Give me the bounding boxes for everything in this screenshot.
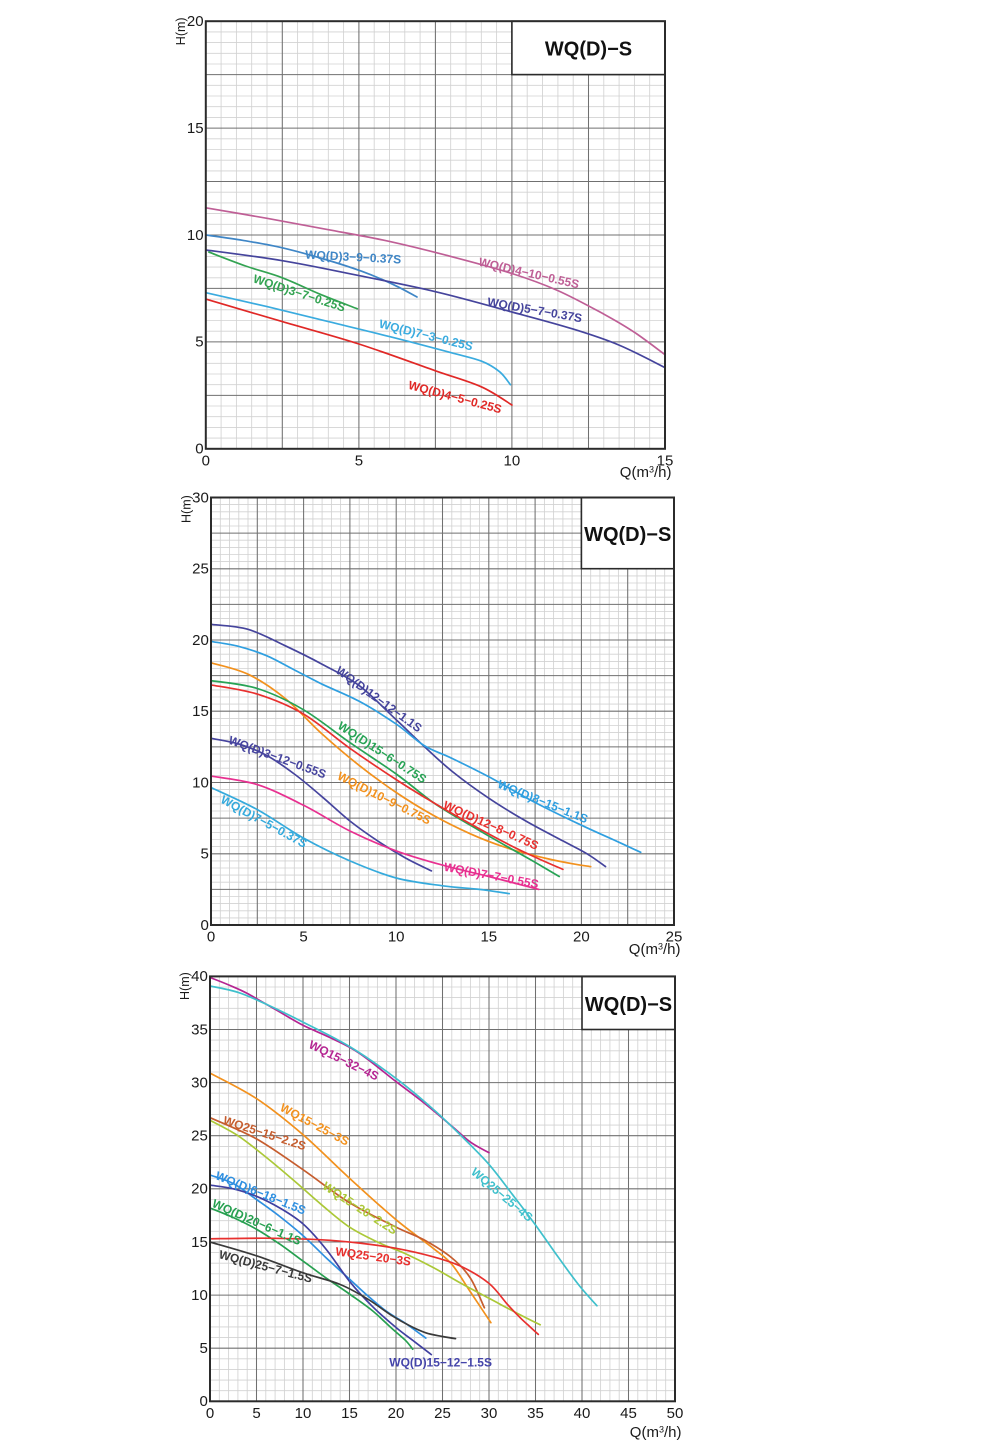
svg-text:30: 30 (481, 1405, 498, 1422)
svg-text:Q(m3/h): Q(m3/h) (629, 941, 681, 958)
svg-text:30: 30 (191, 1074, 208, 1091)
svg-text:H(m): H(m) (178, 972, 192, 1000)
svg-text:15: 15 (191, 1234, 208, 1251)
svg-text:H(m): H(m) (179, 495, 193, 523)
svg-text:15: 15 (657, 453, 674, 470)
svg-text:0: 0 (200, 917, 208, 934)
svg-text:10: 10 (191, 1287, 208, 1304)
svg-text:20: 20 (191, 1181, 208, 1198)
svg-text:0: 0 (202, 453, 210, 470)
svg-text:WQ(D)3−9−0.37S: WQ(D)3−9−0.37S (305, 248, 402, 267)
svg-text:45: 45 (620, 1405, 637, 1422)
svg-text:H(m): H(m) (174, 17, 188, 45)
svg-text:Q(m3/h): Q(m3/h) (620, 464, 672, 481)
svg-text:20: 20 (388, 1405, 405, 1422)
svg-text:25: 25 (191, 1128, 208, 1145)
svg-text:5: 5 (252, 1405, 260, 1422)
svg-text:10: 10 (388, 929, 405, 946)
svg-text:WQ(D)−S: WQ(D)−S (545, 39, 632, 61)
svg-text:15: 15 (341, 1405, 358, 1422)
svg-text:15: 15 (480, 929, 497, 946)
svg-text:25: 25 (192, 561, 209, 578)
svg-text:20: 20 (187, 13, 204, 30)
svg-text:0: 0 (206, 1405, 214, 1422)
svg-text:WQ(D)15−12−1.5S: WQ(D)15−12−1.5S (389, 1356, 492, 1370)
svg-text:10: 10 (187, 227, 204, 244)
svg-text:15: 15 (187, 120, 204, 137)
svg-text:5: 5 (195, 334, 203, 351)
svg-text:5: 5 (355, 453, 363, 470)
svg-text:20: 20 (573, 929, 590, 946)
svg-text:20: 20 (192, 632, 209, 649)
svg-text:15: 15 (192, 703, 209, 720)
svg-text:10: 10 (295, 1405, 312, 1422)
svg-text:0: 0 (199, 1393, 207, 1410)
svg-text:40: 40 (191, 968, 208, 985)
svg-text:50: 50 (667, 1405, 684, 1422)
svg-text:25: 25 (666, 929, 683, 946)
svg-text:25: 25 (434, 1405, 451, 1422)
svg-text:Q(m3/h): Q(m3/h) (630, 1424, 682, 1441)
svg-text:35: 35 (191, 1021, 208, 1038)
svg-text:WQ(D)−S: WQ(D)−S (584, 524, 671, 546)
svg-text:35: 35 (527, 1405, 544, 1422)
svg-text:5: 5 (200, 846, 208, 863)
svg-text:5: 5 (299, 929, 307, 946)
svg-text:0: 0 (207, 929, 215, 946)
svg-text:5: 5 (199, 1340, 207, 1357)
svg-text:10: 10 (192, 774, 209, 791)
svg-text:0: 0 (195, 441, 203, 458)
svg-text:30: 30 (192, 489, 209, 506)
svg-text:40: 40 (574, 1405, 591, 1422)
svg-text:WQ(D)−S: WQ(D)−S (585, 994, 672, 1016)
svg-text:10: 10 (504, 453, 521, 470)
